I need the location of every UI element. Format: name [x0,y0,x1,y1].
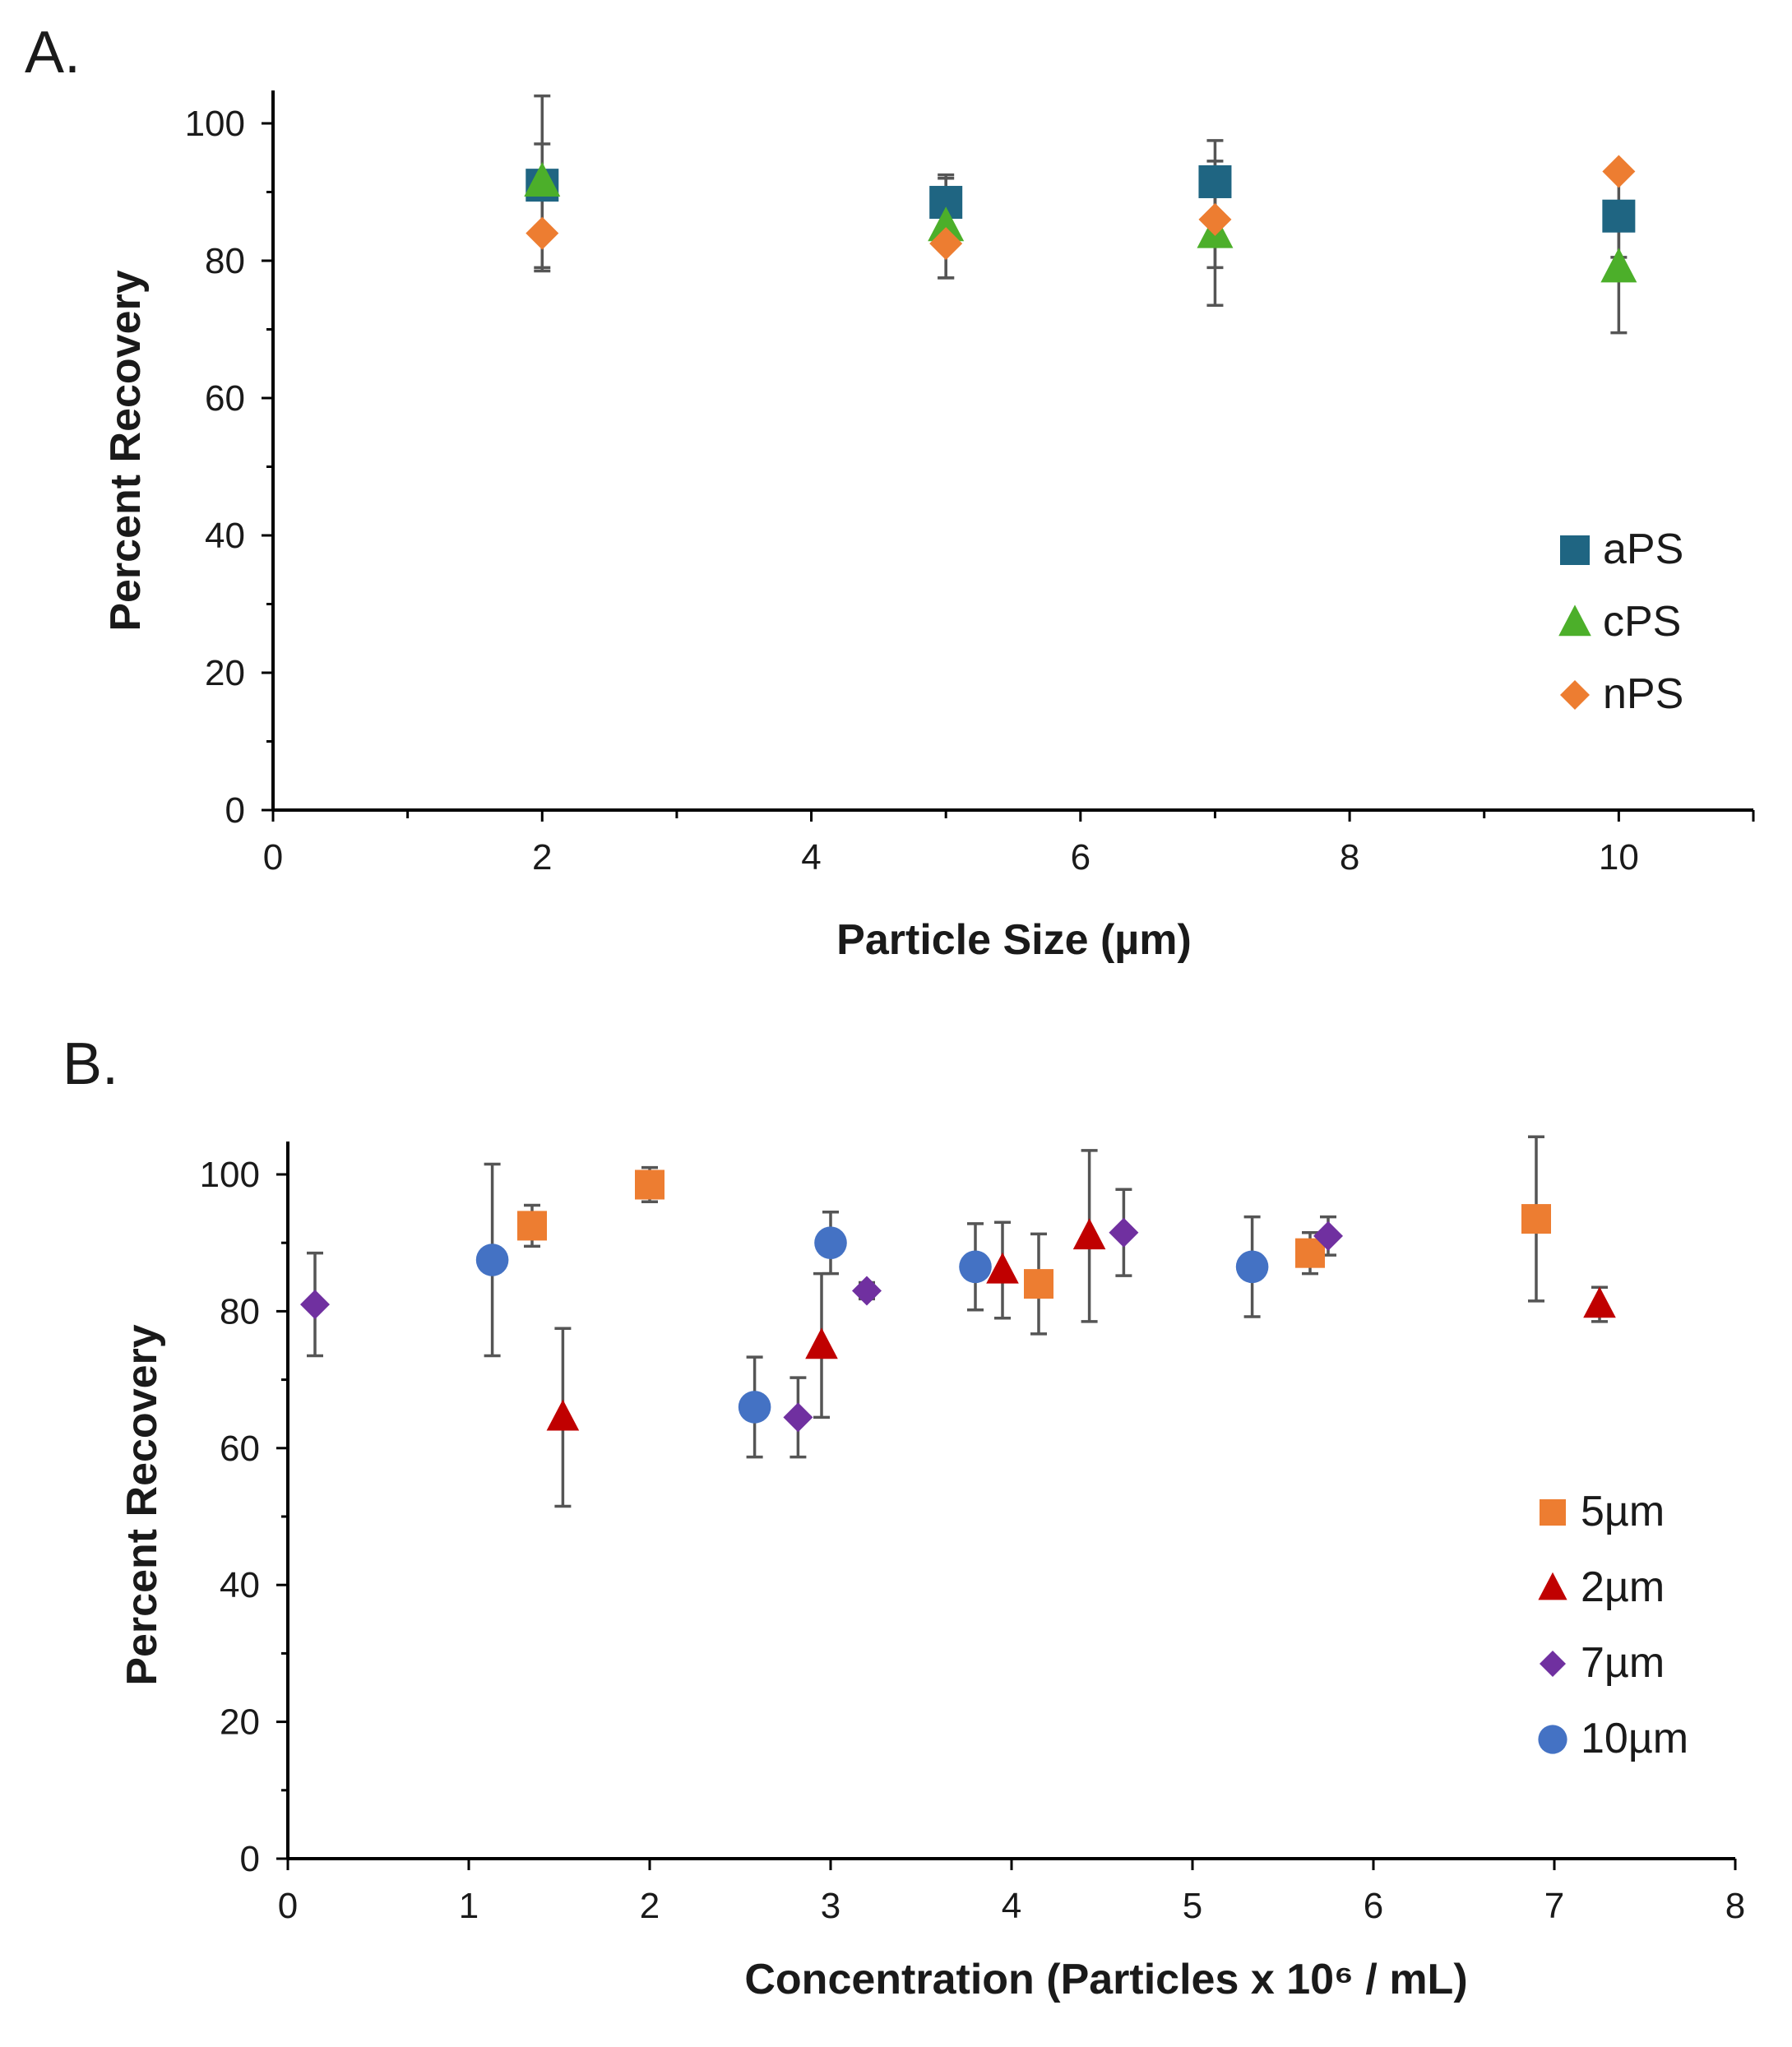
legend-marker-5µm [1540,1499,1566,1526]
y-tick-label: 0 [225,790,245,831]
data-point-10µm [475,1243,509,1276]
x-tick-label: 1 [459,1886,479,1926]
legend-label-2µm: 2µm [1581,1563,1665,1611]
data-point-2µm [986,1252,1019,1284]
legend-marker-2µm [1538,1572,1567,1600]
x-tick-label: 5 [1183,1886,1202,1926]
y-tick-label: 100 [200,1155,260,1195]
x-tick-label: 8 [1340,837,1359,878]
data-point-2µm [546,1399,580,1431]
y-tick-label: 20 [205,653,245,693]
legend-label-aPS: aPS [1603,526,1683,573]
data-point-2µm [805,1327,838,1359]
data-point-5µm [1295,1238,1325,1268]
data-point-10µm [738,1391,771,1424]
x-tick-label: 0 [263,837,283,878]
panel-b: B. 0 20 40 60 80 100 0 1 2 3 4 5 6 7 8 5µm 2µm 7µm 10µm C… [63,1031,1745,2003]
legend-marker-7µm [1540,1651,1566,1677]
legend-marker-aPS [1560,535,1590,565]
panel-a: A. 0 20 40 60 80 100 0 2 4 6 8 10 aPS cPS nPS Particl… [25,20,1755,964]
y-tick-label: 60 [205,378,245,419]
data-point-7µm [852,1276,882,1306]
x-tick-label: 0 [278,1886,298,1926]
data-point-5µm [635,1169,664,1200]
panel-0-legend: aPS cPS nPS [1558,526,1683,718]
data-point-5µm [1024,1269,1053,1299]
x-tick-label: 10 [1599,837,1639,878]
panel-b-label: B. [63,1031,118,1097]
data-point-2µm [1583,1286,1616,1318]
data-point-aPS [1602,199,1636,233]
data-point-nPS [929,227,963,261]
x-tick-label: 4 [1002,1886,1021,1926]
y-tick-label: 60 [220,1429,260,1469]
y-tick-label: 20 [220,1702,260,1743]
x-tick-label: 2 [532,837,552,878]
x-tick-label: 3 [821,1886,840,1926]
x-tick-label: 8 [1725,1886,1745,1926]
data-point-cPS [1600,248,1637,283]
data-point-cPS [928,206,965,242]
data-point-7µm [1109,1217,1139,1248]
data-point-aPS [1198,164,1232,198]
y-tick-label: 80 [220,1291,260,1331]
legend-marker-10µm [1538,1725,1567,1754]
y-tick-label: 40 [220,1565,260,1605]
legend-marker-cPS [1558,604,1591,637]
data-point-10µm [814,1226,847,1259]
x-tick-label: 7 [1544,1886,1564,1926]
x-tick-label: 2 [640,1886,660,1926]
data-point-5µm [1521,1204,1551,1234]
data-point-10µm [1235,1250,1269,1284]
data-point-7µm [783,1402,813,1433]
panel-a-x-axis-title: Particle Size (µm) [836,916,1192,964]
panel-b-y-axis-title: Percent Recovery [118,1324,166,1685]
data-point-10µm [959,1250,992,1284]
x-tick-label: 6 [1071,837,1090,878]
data-point-cPS [524,161,561,197]
legend-label-cPS: cPS [1603,598,1681,646]
panel-1-legend: 5µm 2µm 7µm 10µm [1538,1488,1688,1762]
legend-label-nPS: nPS [1603,670,1683,718]
panel-a-y-axis-title: Percent Recovery [102,270,150,631]
data-point-nPS [526,216,559,250]
data-point-5µm [517,1211,547,1241]
legend-label-7µm: 7µm [1581,1639,1665,1687]
data-point-nPS [1602,155,1636,188]
legend-label-10µm: 10µm [1581,1715,1688,1762]
panel-a-label: A. [25,20,81,86]
data-point-7µm [1313,1220,1343,1251]
legend-label-5µm: 5µm [1581,1488,1665,1535]
x-tick-label: 6 [1364,1886,1383,1926]
y-tick-label: 40 [205,516,245,556]
y-tick-label: 0 [240,1839,260,1879]
data-point-nPS [1198,202,1232,236]
y-tick-label: 80 [205,241,245,281]
data-point-2µm [1072,1218,1106,1250]
data-point-7µm [300,1290,330,1320]
legend-marker-nPS [1560,680,1590,710]
y-tick-label: 100 [185,104,245,144]
x-tick-label: 4 [801,837,821,878]
panel-b-x-axis-title: Concentration (Particles x 10⁶ / mL) [744,1956,1467,2003]
